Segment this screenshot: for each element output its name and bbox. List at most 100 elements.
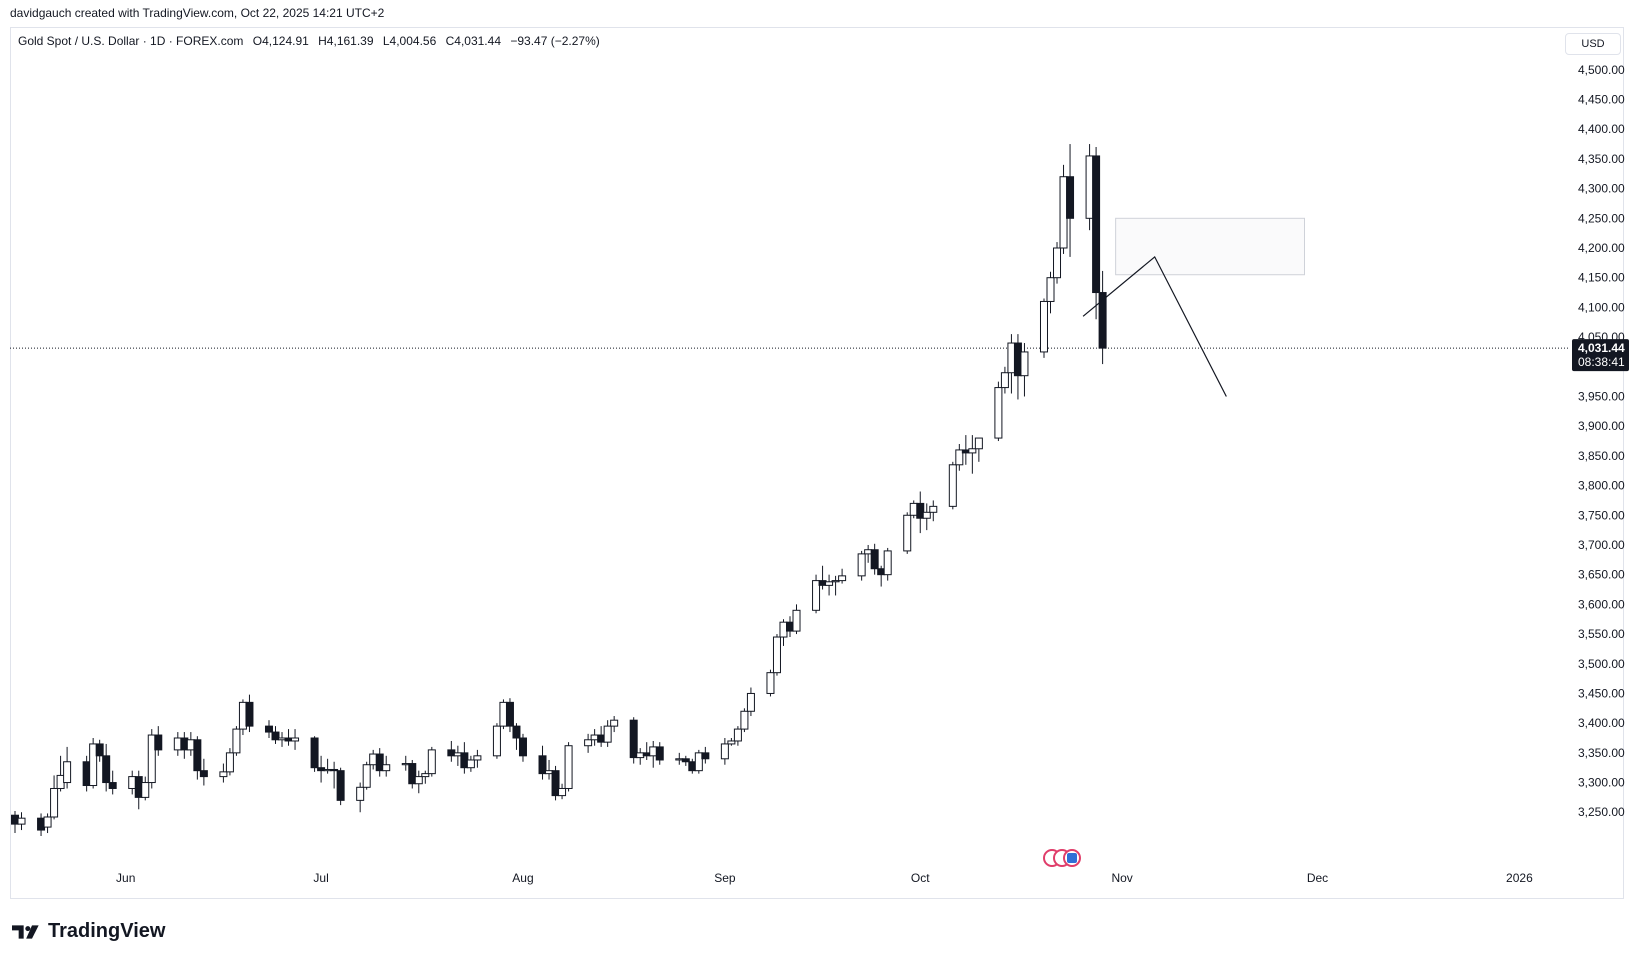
events-icon[interactable] — [1043, 849, 1081, 867]
candle — [883, 547, 892, 581]
rectangle-drawing[interactable] — [1115, 217, 1305, 276]
legend-high: H4,161.39 — [318, 34, 374, 48]
y-axis[interactable]: 3,250.00 3,300.00 3,350.00 3,400.00 3,450.00… — [1578, 63, 1625, 819]
candle — [466, 755, 475, 772]
tradingview-logo[interactable]: TradingView — [12, 920, 165, 943]
candle — [330, 761, 339, 789]
candle — [460, 742, 469, 774]
currency-button[interactable]: USD — [1565, 33, 1621, 55]
candle — [694, 749, 703, 774]
candle-body-up — [186, 739, 195, 751]
candle-body-up — [929, 505, 938, 513]
candle-body-down — [512, 725, 521, 739]
candle-body-up — [427, 749, 436, 775]
candle-body-up — [694, 752, 703, 772]
candle — [955, 444, 964, 471]
candle-body-down — [447, 749, 456, 757]
candle-body-down — [154, 734, 163, 751]
candle-body-down — [408, 763, 417, 785]
candle-body-up — [1020, 351, 1029, 377]
candle-body-up — [558, 787, 567, 797]
candle — [186, 732, 195, 756]
candle-body-down — [681, 758, 690, 763]
candle-body-up — [356, 786, 365, 801]
candle-body-up — [492, 725, 501, 757]
candle — [147, 729, 156, 789]
candle — [492, 723, 501, 759]
candle — [1046, 271, 1055, 314]
candle-body-down — [1098, 292, 1107, 349]
candle — [720, 738, 729, 765]
candle-body-up — [225, 752, 234, 773]
candle — [317, 755, 326, 783]
candle — [37, 813, 46, 836]
y-tick-label: 4,300.00 — [1578, 182, 1625, 196]
candle — [382, 755, 391, 777]
candle — [271, 726, 280, 744]
candle — [649, 740, 658, 768]
drawings[interactable] — [1082, 217, 1305, 397]
candle — [95, 739, 104, 762]
candle — [63, 746, 72, 789]
candle-body-up — [1053, 247, 1062, 279]
candle-body-down — [317, 767, 326, 772]
candle — [681, 755, 690, 766]
path-drawing[interactable] — [1082, 255, 1227, 397]
candle — [427, 746, 436, 777]
candle-body-down — [82, 761, 91, 787]
candle-body-up — [564, 745, 573, 789]
candle — [421, 770, 430, 784]
y-tick-label: 3,400.00 — [1578, 716, 1625, 730]
y-tick-label: 3,650.00 — [1578, 568, 1625, 582]
candle — [108, 770, 117, 795]
candle-body-down — [701, 752, 710, 760]
y-tick-label: 3,850.00 — [1578, 449, 1625, 463]
candle — [597, 726, 606, 747]
x-axis[interactable]: Jun Jul Aug Sep Oct Nov Dec 2026 — [116, 871, 1533, 885]
candle — [551, 765, 560, 801]
candle-body-down — [264, 725, 273, 733]
candle — [128, 770, 137, 795]
legend-symbol[interactable]: Gold Spot / U.S. Dollar · 1D · FOREX.com — [18, 34, 244, 48]
candle-body-up — [369, 753, 378, 766]
candle-body-up — [864, 549, 873, 555]
candle — [629, 717, 638, 764]
x-tick-label: Dec — [1307, 871, 1328, 885]
y-tick-label: 3,500.00 — [1578, 657, 1625, 671]
candle — [903, 512, 912, 554]
candle — [1085, 144, 1094, 231]
candle-body-up — [1085, 155, 1094, 219]
candle — [82, 755, 91, 792]
candle-body-up — [584, 739, 593, 747]
candle — [43, 813, 52, 834]
candle-body-down — [310, 737, 319, 769]
candle — [232, 726, 241, 756]
candle-body-up — [675, 758, 684, 761]
last-price-value: 4,031.44 — [1578, 341, 1625, 355]
candle — [831, 575, 840, 596]
candle — [193, 736, 202, 780]
legend-open: O4,124.91 — [252, 34, 309, 48]
candle-body-up — [173, 737, 182, 751]
candle — [675, 752, 684, 765]
candle-body-up — [545, 770, 554, 775]
candle-body-down — [505, 701, 514, 727]
candle — [238, 699, 247, 736]
candle-body-up — [825, 581, 834, 586]
candle — [1092, 147, 1101, 320]
candle — [870, 543, 879, 575]
candle-body-up — [1059, 176, 1068, 249]
candle — [857, 550, 866, 581]
candle-body-down — [245, 701, 254, 727]
candle — [733, 726, 742, 746]
candle — [825, 574, 834, 596]
candle-body-up — [291, 737, 300, 742]
x-tick-label: Jul — [313, 871, 328, 885]
candle-body-down — [551, 770, 560, 797]
candle — [968, 435, 977, 474]
candle — [558, 783, 567, 800]
candle — [134, 770, 143, 810]
candle — [603, 720, 612, 747]
candle — [948, 461, 957, 510]
